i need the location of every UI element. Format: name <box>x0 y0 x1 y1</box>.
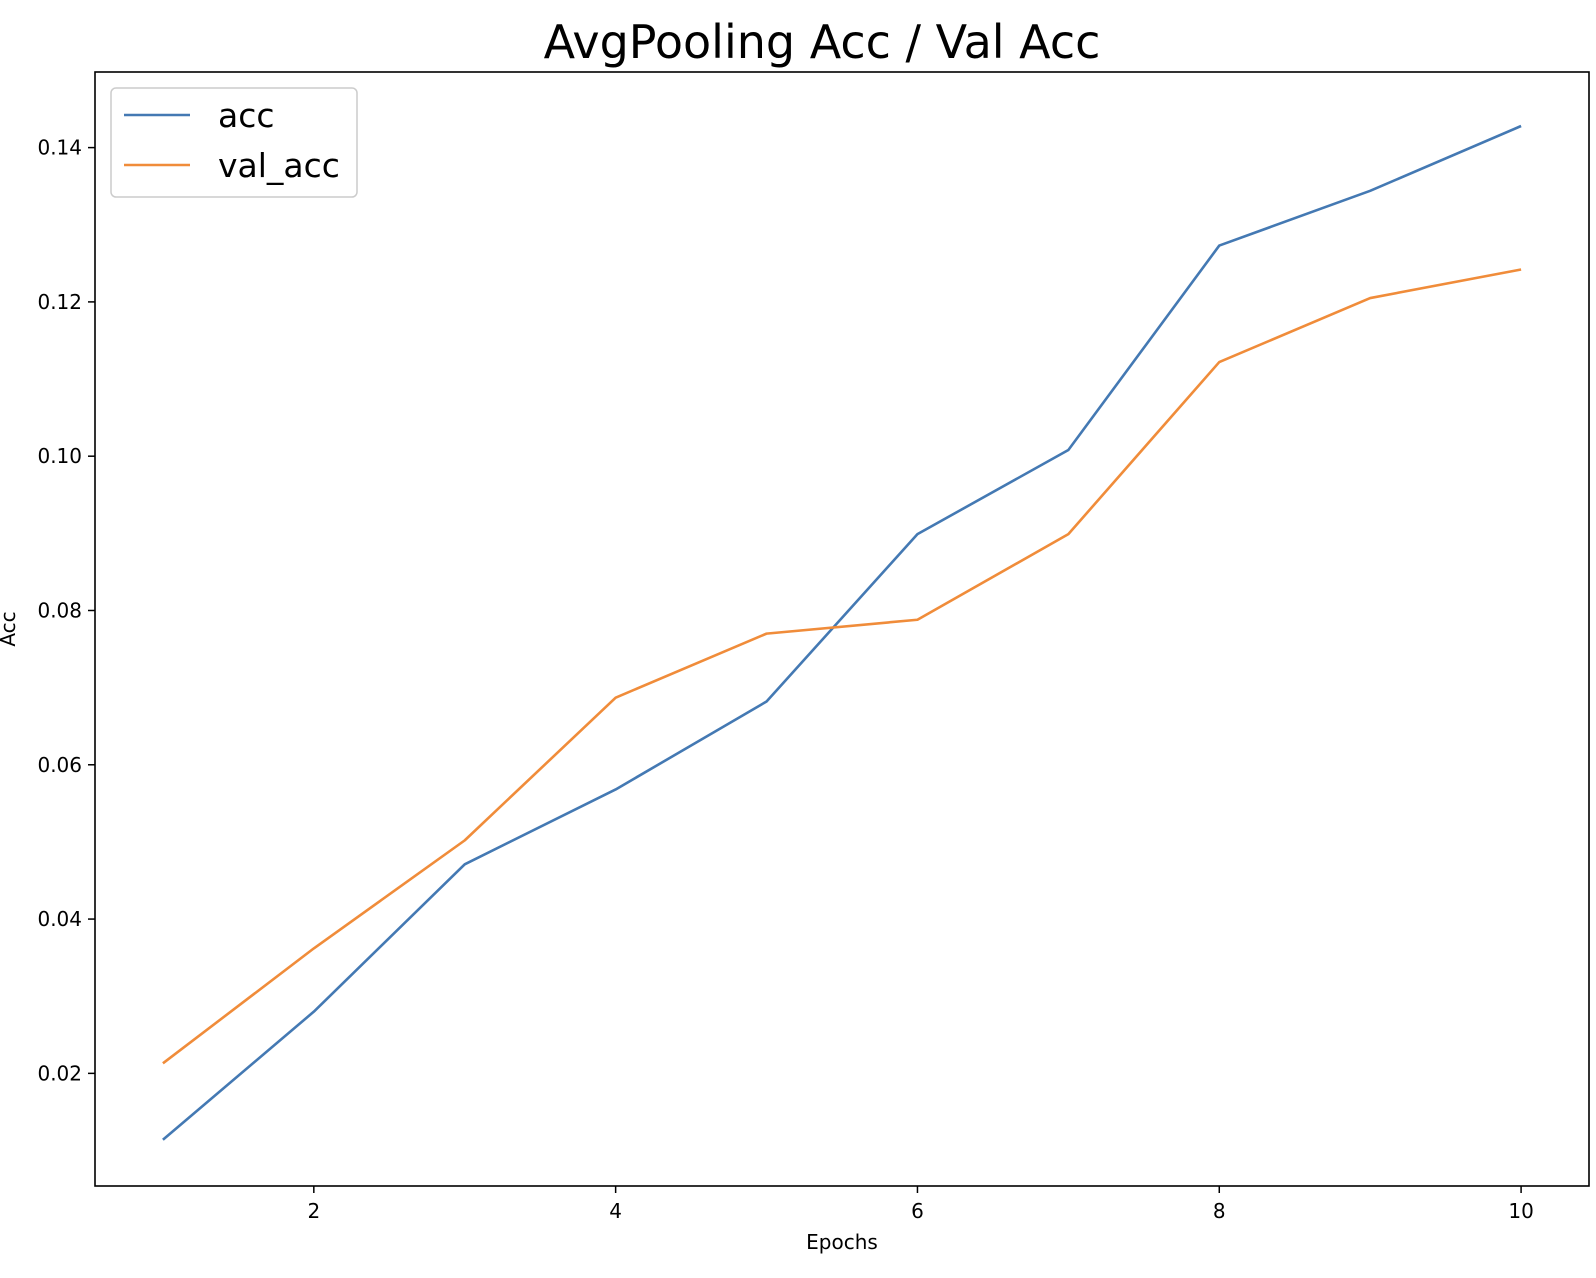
y-tick-label: 0.12 <box>37 290 82 314</box>
legend-label: val_acc <box>218 146 340 185</box>
series-line-val-acc <box>162 268 1522 1065</box>
x-axis: 2 4 6 8 10 <box>307 1186 1534 1223</box>
x-tick-label: 6 <box>911 1199 924 1223</box>
x-tick-label: 10 <box>1508 1199 1533 1223</box>
y-axis: 0.02 0.04 0.06 0.08 0.10 0.12 0.14 <box>37 136 95 1085</box>
x-axis-label: Epochs <box>806 1230 878 1254</box>
x-tick-label: 2 <box>307 1199 320 1223</box>
y-tick-label: 0.04 <box>37 907 82 931</box>
plot-frame <box>94 71 1590 1187</box>
legend: acc val_acc <box>110 87 358 198</box>
series-line-acc <box>162 124 1522 1141</box>
chart-title: AvgPooling Acc / Val Acc <box>544 15 1101 69</box>
x-tick-label: 8 <box>1213 1199 1226 1223</box>
legend-label: acc <box>218 96 275 135</box>
x-tick-label: 4 <box>609 1199 622 1223</box>
y-axis-label: Acc <box>0 611 20 646</box>
y-tick-label: 0.06 <box>37 753 82 777</box>
plot-area <box>162 124 1522 1141</box>
y-tick-label: 0.08 <box>37 598 82 622</box>
y-tick-label: 0.14 <box>37 136 82 160</box>
y-tick-label: 0.10 <box>37 444 82 468</box>
y-tick-label: 0.02 <box>37 1061 82 1085</box>
